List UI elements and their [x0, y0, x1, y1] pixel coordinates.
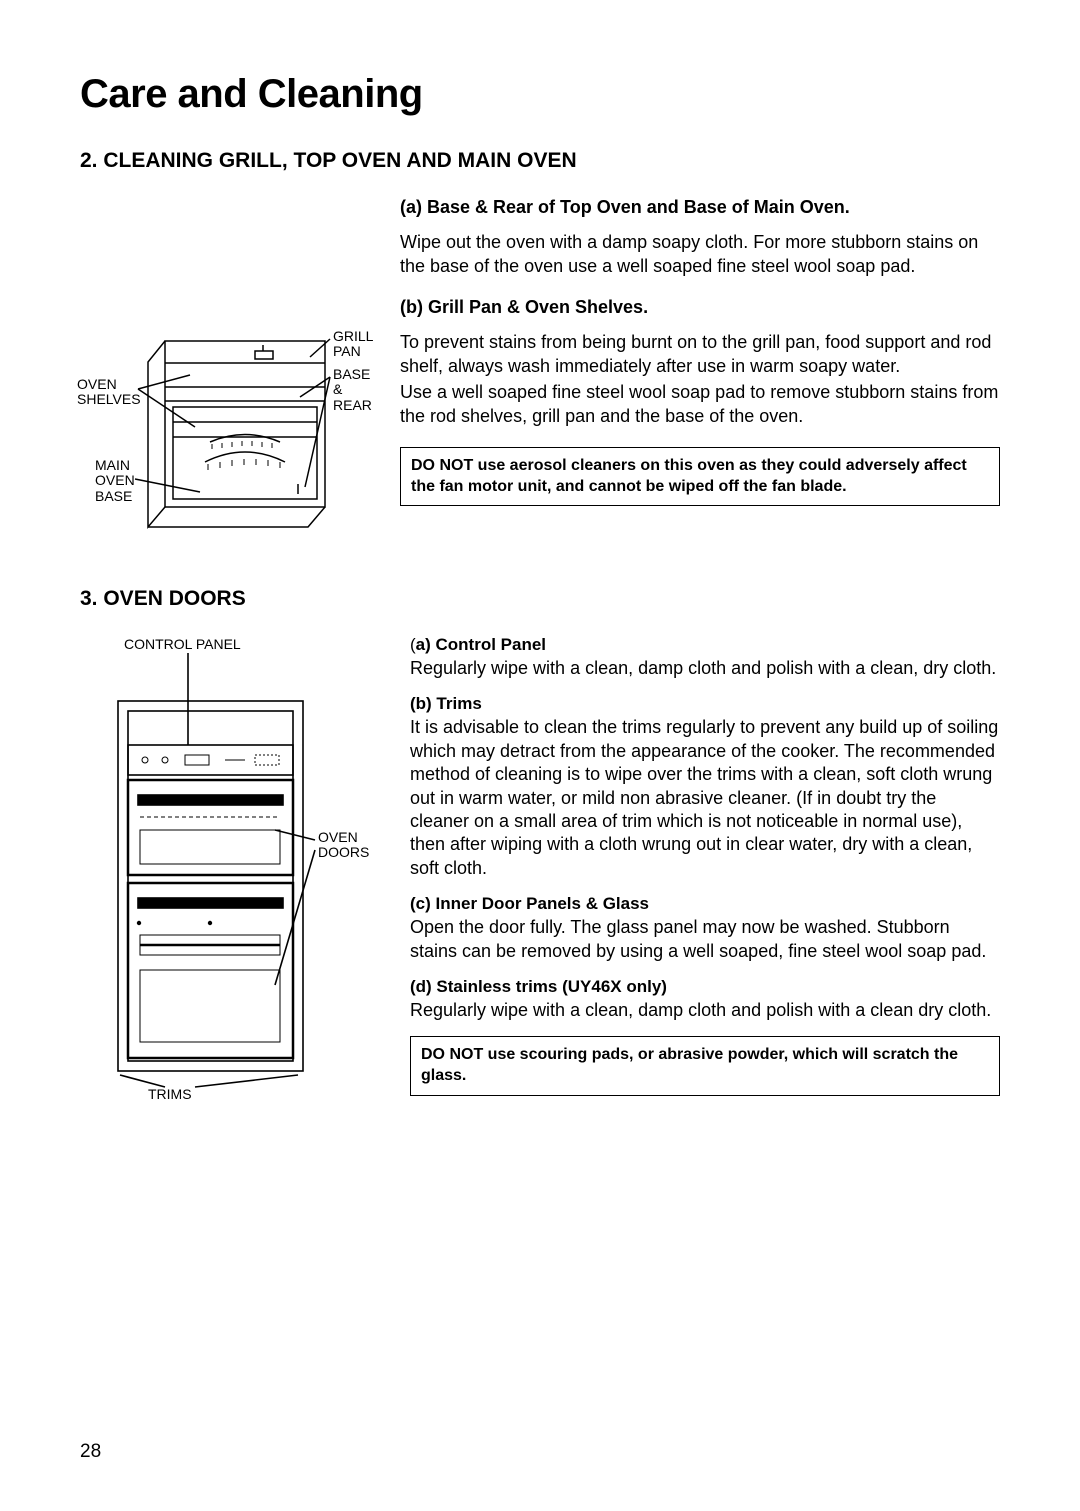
sec3-c-heading: (c) Inner Door Panels & Glass	[410, 894, 1000, 914]
label-grill-pan: GRILLPAN	[333, 329, 373, 360]
section3-diagram-col: CONTROL PANEL OVENDOORS TRIMS	[80, 635, 390, 1110]
section2-text-col: (a) Base & Rear of Top Oven and Base of …	[400, 197, 1000, 547]
sec2-b-body1: To prevent stains from being burnt on to…	[400, 330, 1000, 379]
oven-diagram-svg	[80, 327, 380, 547]
sec2-a-heading: (a) Base & Rear of Top Oven and Base of …	[400, 197, 1000, 218]
sec3-a-body: Regularly wipe with a clean, damp cloth …	[410, 657, 1000, 680]
cooker-diagram: CONTROL PANEL OVENDOORS TRIMS	[80, 635, 390, 1110]
sec3-b-heading: (b) Trims	[410, 694, 1000, 714]
sec3-a-heading: (a) Control Panel	[410, 635, 1000, 655]
label-base-rear: BASE &REAR	[333, 367, 380, 413]
sec2-a-body: Wipe out the oven with a damp soapy clot…	[400, 230, 1000, 279]
page-number: 28	[80, 1441, 101, 1463]
label-oven-shelves: OVENSHELVES	[77, 377, 141, 408]
label-main-oven-base: MAINOVENBASE	[95, 458, 135, 504]
section2-heading: 2. CLEANING GRILL, TOP OVEN AND MAIN OVE…	[80, 149, 1000, 173]
sec2-warning: DO NOT use aerosol cleaners on this oven…	[400, 447, 1000, 507]
sec3-warning: DO NOT use scouring pads, or abrasive po…	[410, 1036, 1000, 1096]
section2-content: GRILLPAN BASE &REAR OVENSHELVES MAINOVEN…	[80, 197, 1000, 547]
oven-diagram: GRILLPAN BASE &REAR OVENSHELVES MAINOVEN…	[80, 327, 380, 547]
sec3-c-body: Open the door fully. The glass panel may…	[410, 916, 1000, 963]
section3-content: CONTROL PANEL OVENDOORS TRIMS	[80, 635, 1000, 1110]
sec3-d-heading: (d) Stainless trims (UY46X only)	[410, 977, 1000, 997]
label-trims: TRIMS	[148, 1087, 192, 1102]
sec2-b-heading: (b) Grill Pan & Oven Shelves.	[400, 297, 1000, 318]
cooker-diagram-svg	[80, 635, 390, 1110]
sec3-d-body: Regularly wipe with a clean, damp cloth …	[410, 999, 1000, 1022]
section3: 3. OVEN DOORS CONTROL PANEL OVENDOORS TR…	[80, 587, 1000, 1110]
sec3-b-body: It is advisable to clean the trims regul…	[410, 716, 1000, 880]
label-oven-doors: OVENDOORS	[318, 830, 369, 861]
section3-text-col: (a) Control Panel Regularly wipe with a …	[410, 635, 1000, 1110]
section3-heading: 3. OVEN DOORS	[80, 587, 1000, 611]
section2-diagram-col: GRILLPAN BASE &REAR OVENSHELVES MAINOVEN…	[80, 197, 380, 547]
label-control-panel: CONTROL PANEL	[124, 637, 241, 652]
page-title: Care and Cleaning	[80, 72, 1000, 117]
sec2-b-body2: Use a well soaped fine steel wool soap p…	[400, 380, 1000, 429]
